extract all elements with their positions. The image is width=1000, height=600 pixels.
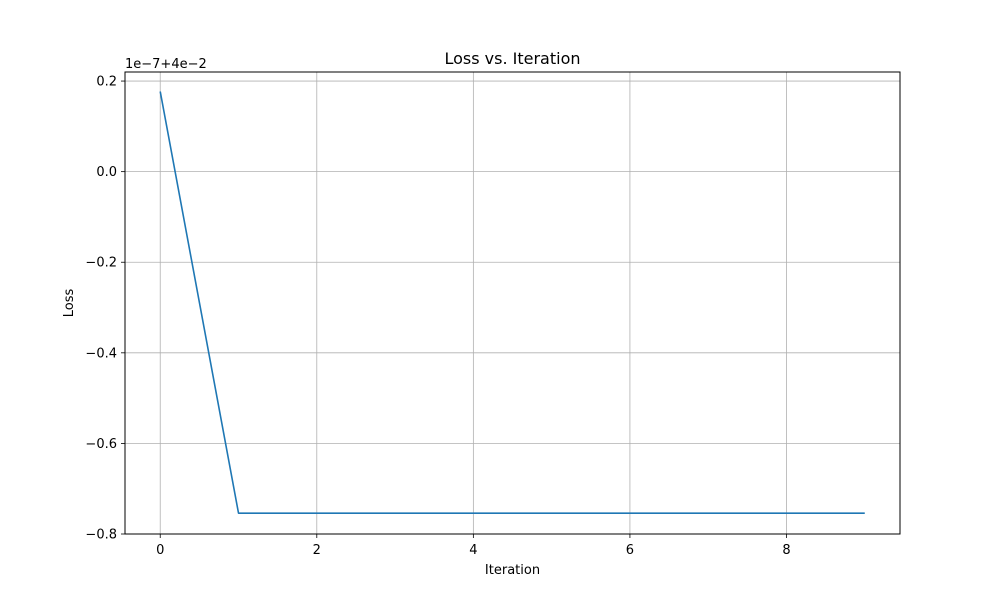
x-tick-label: 8 [782,543,790,558]
y-tick-label: −0.4 [85,346,117,361]
plot-frame [124,71,901,535]
x-axis-label: Iteration [485,563,540,578]
y-tick-label: 0.2 [96,75,117,90]
y-tick-label: 0.0 [96,165,117,180]
y-axis-label: Loss [62,289,77,318]
x-tick-label: 4 [469,543,477,558]
series-layer [159,91,865,514]
x-tick-label: 0 [156,543,164,558]
y-tick-label: −0.6 [85,437,117,452]
y-offset-label: 1e−7+4e−2 [125,57,207,72]
x-tick-label: 6 [626,543,634,558]
chart-title: Loss vs. Iteration [444,49,580,68]
ticks: 0 2 4 6 8 −0.8 −0.6 −0.4 −0.2 0.0 0.2 [85,75,790,558]
y-tick-label: −0.2 [85,256,117,271]
y-tick-label: −0.8 [85,528,117,543]
x-tick-label: 2 [313,543,321,558]
loss-line [159,91,865,514]
